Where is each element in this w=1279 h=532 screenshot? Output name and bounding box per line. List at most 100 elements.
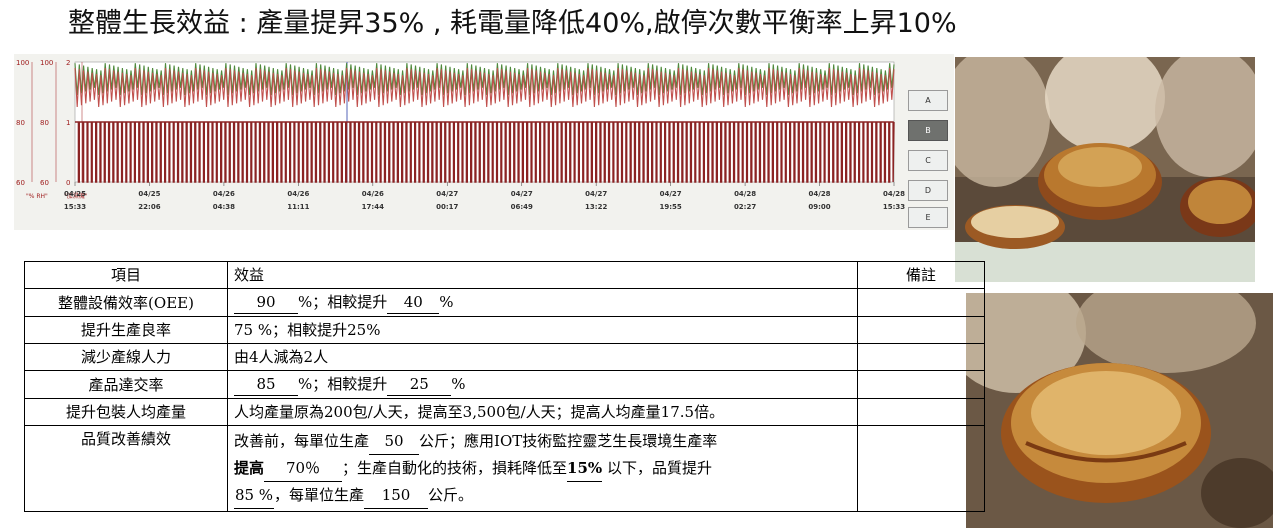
benefit-text: %；相較提升 [298,375,388,393]
lingzhi-photo-bottom [966,293,1273,528]
row-item: 減少產線人力 [24,343,228,371]
table-row: 整體設備效率(OEE) 90 %；相較提升 40% [24,288,985,317]
row-benefit: 85 %；相較提升 25% [227,370,858,399]
y-tick-label: 80 [16,119,25,127]
quality-line-2: 提高 70％ ；生產自動化的技術，損耗降低至15% 以下，品質提升 [234,455,851,482]
quality-text: 公斤；應用IOT技術監控靈芝生長環境生產率 [419,432,718,450]
quality-text: 以下，品質提升 [606,459,712,477]
row-note [857,316,985,344]
row-benefit: 90 %；相較提升 40% [227,288,858,317]
header-item: 項目 [24,261,228,289]
header-note: 備註 [857,261,985,289]
quality-text: ，每單位生產 [274,486,365,504]
x-tick-date: 04/27 [585,190,607,198]
series-line-3 [75,121,895,183]
x-tick-time: 19:55 [659,203,681,211]
x-tick-time: 17:44 [362,203,384,211]
benefits-table: 項目 效益 備註 整體設備效率(OEE) 90 %；相較提升 40% 提升生產良率 … [24,261,985,512]
y-tick-label: 1 [66,119,70,127]
row-item: 提升生產良率 [24,316,228,344]
x-tick-date: 04/28 [734,190,756,198]
x-tick-time: 00:17 [436,203,458,211]
x-tick-date: 04/26 [362,190,384,198]
x-tick-date: 04/26 [213,190,235,198]
y-tick-label: 100 [16,59,29,67]
quality-text: 公斤。 [428,486,474,504]
axis-unit-label: "% RH" [26,193,48,200]
row-note [857,370,985,399]
x-tick-date: 04/28 [809,190,831,198]
row-item: 品質改善績效 [24,425,228,512]
value-underlined: 90 [234,291,298,314]
row-note [857,343,985,371]
x-tick-time: 15:33 [64,203,86,211]
x-tick-time: 15:33 [883,203,905,211]
page-title: 整體生長效益 : 產量提昇35% , 耗電量降低40%,啟停次數平衡率上昇10% [68,8,957,39]
value-underlined: 40 [387,291,440,314]
value-underlined: 85 % [234,482,274,509]
quality-line-3: 85 %，每單位生產 150 公斤。 [234,482,851,509]
x-tick-time: 04:38 [213,203,235,211]
y-tick-label: 100 [40,59,53,67]
benefit-text: % [451,375,466,393]
x-tick-date: 04/28 [883,190,905,198]
series-line-1 [74,63,895,96]
quality-line-1: 改善前，每單位生產 50 公斤；應用IOT技術監控靈芝生長環境生產率 [234,428,851,455]
x-tick-date: 04/25 [64,190,86,198]
sensor-chart: 100 80 60 100 80 60 2 1 0 "% RH" "加濕機" 04/25 15:33 04… [14,54,954,230]
x-tick-date: 04/27 [436,190,458,198]
row-item: 提升包裝人均產量 [24,398,228,426]
value-underlined: 85 [234,373,298,396]
row-note [857,398,985,426]
y-tick-label: 60 [16,179,25,187]
value-underlined: 70％ [264,455,343,482]
lingzhi-photo-top [955,57,1255,282]
chart-button-e[interactable]: E [908,207,948,228]
x-tick-date: 04/26 [287,190,309,198]
header-benefit: 效益 [227,261,858,289]
y-tick-label: 60 [40,179,49,187]
row-benefit: 改善前，每單位生產 50 公斤；應用IOT技術監控靈芝生長環境生產率 提高 70％ ；生… [227,425,858,512]
x-tick-date: 04/27 [511,190,533,198]
chart-button-b[interactable]: B [908,120,948,141]
quality-text: 改善前，每單位生產 [234,432,370,450]
table-row: 提升生產良率 75 %；相較提升25% [24,316,985,344]
x-tick-time: 06:49 [511,203,533,211]
value-underlined: 25 [387,373,452,396]
row-item: 產品達交率 [24,370,228,399]
row-benefit: 75 %；相較提升25% [227,316,858,344]
series-line-2 [74,67,895,108]
table-row: 產品達交率 85 %；相較提升 25% [24,370,985,399]
table-header-row: 項目 效益 備註 [24,261,985,289]
chart-button-d[interactable]: D [908,180,948,201]
x-tick-time: 13:22 [585,203,607,211]
y-tick-label: 0 [66,179,70,187]
quality-text: ；生產自動化的技術，損耗降低至 [342,459,568,477]
x-tick-date: 04/25 [138,190,160,198]
value-underlined: 150 [364,482,429,509]
chart-button-a[interactable]: A [908,90,948,111]
benefit-text: %；相較提升 [298,293,388,311]
row-note [857,288,985,317]
row-benefit: 由4人減為2人 [227,343,858,371]
value-underlined: 50 [369,428,420,455]
table-row: 提升包裝人均產量 人均產量原為200包/人天，提高至3,500包/人天；提高人均… [24,398,985,426]
x-tick-time: 02:27 [734,203,756,211]
chart-button-c[interactable]: C [908,150,948,171]
x-tick-time: 22:06 [138,203,160,211]
row-item: 整體設備效率(OEE) [24,288,228,317]
axis-unit-label: "加濕機" [64,192,88,200]
x-tick-date: 04/27 [660,190,682,198]
x-tick-time: 09:00 [808,203,830,211]
table-row: 品質改善績效 改善前，每單位生產 50 公斤；應用IOT技術監控靈芝生長環境生產率 … [24,425,985,512]
y-tick-label: 2 [66,59,70,67]
y-tick-label: 80 [40,119,49,127]
benefit-text: % [439,293,454,311]
row-note [857,425,985,512]
x-tick-time: 11:11 [287,203,309,211]
value-underlined: 15% [567,455,603,482]
row-benefit: 人均產量原為200包/人天，提高至3,500包/人天；提高人均產量17.5倍。 [227,398,858,426]
quality-text: 提高 [234,459,265,477]
table-row: 減少產線人力 由4人減為2人 [24,343,985,371]
